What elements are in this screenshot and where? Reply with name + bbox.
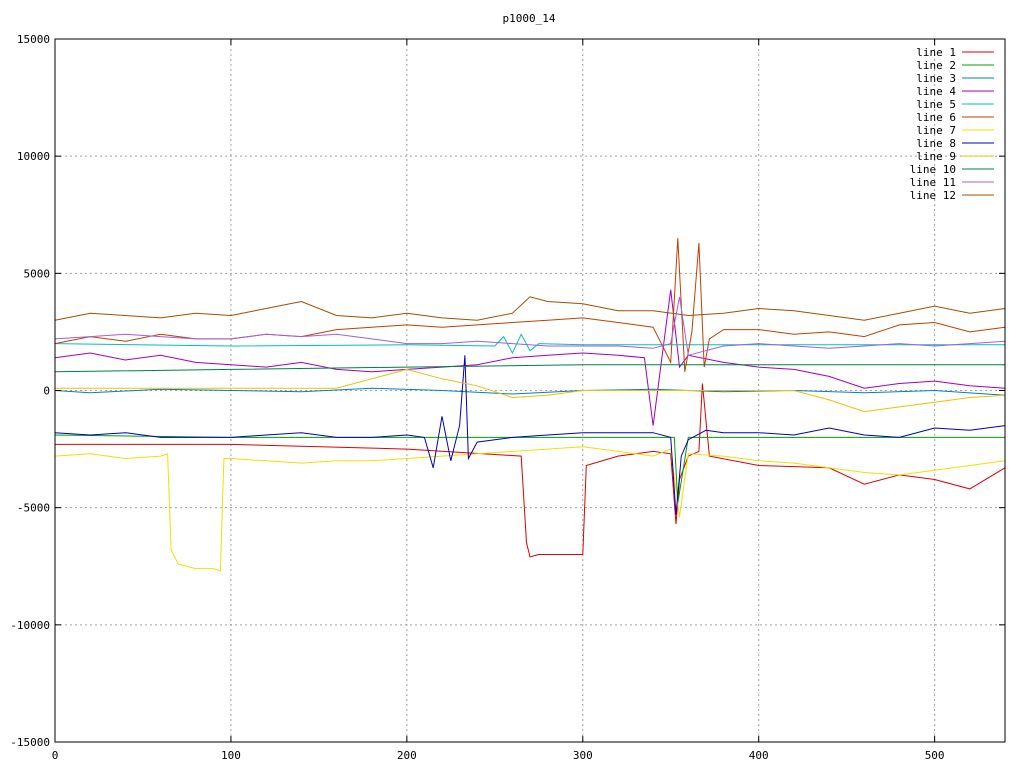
series-line-8 [54,355,1006,515]
y-tick-label: 10000 [17,150,50,163]
legend-label: line 1 [916,46,956,59]
series-line-3 [54,387,1006,396]
x-tick-label: 0 [52,749,59,762]
series-line-1 [55,383,1006,558]
legend-label: line 2 [916,59,956,72]
legend-label: line 8 [916,137,956,150]
y-tick-label: -5000 [17,502,50,515]
y-tick-label: 0 [43,385,50,398]
legend-label: line 11 [910,176,956,189]
y-tick-label: 15000 [17,33,50,46]
series-line-12 [54,296,1006,321]
series-line-6 [54,238,1006,372]
grid-layer [55,39,1005,742]
x-tick-label: 100 [221,749,241,762]
legend-label: line 9 [916,150,956,163]
legend-label: line 7 [916,124,956,137]
legend-label: line 4 [916,85,956,98]
legend-label: line 10 [910,163,956,176]
legend-label: line 3 [916,72,956,85]
series-line-9 [55,368,1006,413]
legend-label: line 6 [916,111,956,124]
series-line-2 [54,434,1005,504]
y-tick-label: 5000 [24,267,51,280]
legend-label: line 12 [910,189,956,202]
series-line-10 [54,364,1005,373]
series-line-5 [54,333,1005,355]
series-line-11 [54,296,1006,356]
chart-title: p1000_14 [503,12,556,25]
y-tick-label: -10000 [10,619,50,632]
series-line-4 [54,289,1006,426]
x-tick-label: 400 [749,749,769,762]
x-tick-label: 500 [925,749,945,762]
series-line-7 [54,446,1006,572]
ticks-layer: 0 100 200 300 400 500 -15000 -10000 -5000 0 5000 10… [10,33,1005,762]
x-tick-label: 200 [397,749,417,762]
series-layer [54,238,1006,572]
y-tick-label: -15000 [10,736,50,749]
legend-label: line 5 [916,98,956,111]
x-tick-label: 300 [573,749,593,762]
